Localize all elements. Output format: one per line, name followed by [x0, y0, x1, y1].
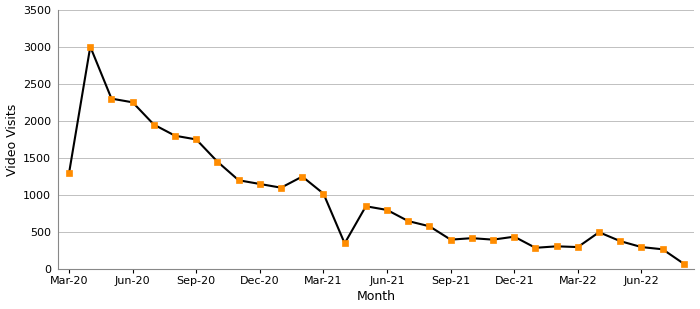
X-axis label: Month: Month	[357, 290, 396, 303]
Y-axis label: Video Visits: Video Visits	[6, 103, 19, 176]
